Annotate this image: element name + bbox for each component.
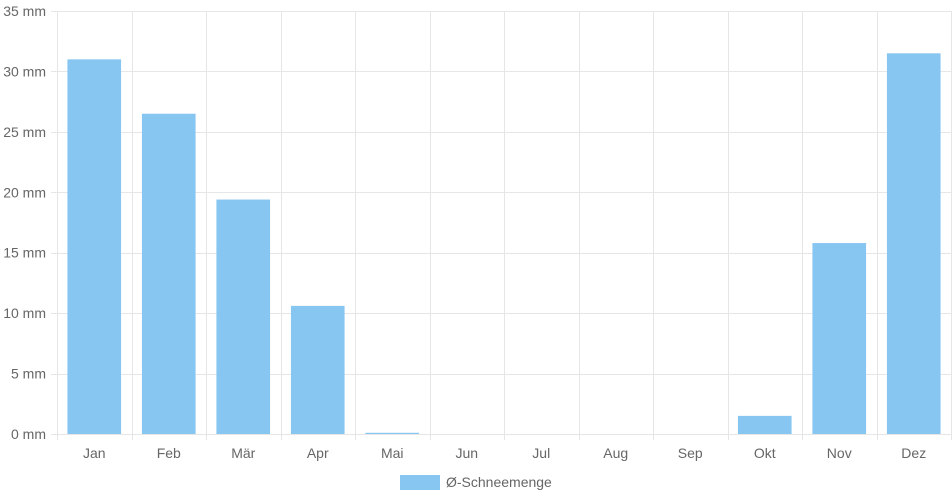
x-tick-label: Mai (381, 445, 404, 461)
y-tick-label: 25 mm (3, 124, 46, 140)
x-tick-label: Mär (231, 445, 255, 461)
x-tick-label: Jul (532, 445, 550, 461)
x-tick-label: Dez (901, 445, 926, 461)
bars (67, 53, 941, 435)
legend[interactable]: Ø-Schneemenge (400, 474, 552, 490)
grid-lines (51, 11, 952, 440)
y-tick-label: 35 mm (3, 3, 46, 19)
x-axis: Jan Feb Mär Apr Mai Jun Jul Aug Sep Okt Nov Dez (83, 445, 926, 461)
x-tick-label: Jun (455, 445, 478, 461)
bar-okt[interactable] (737, 415, 792, 434)
y-axis: 0 mm 5 mm 10 mm 15 mm 20 mm 25 mm 30 mm 35 mm (3, 3, 46, 442)
x-tick-label: Aug (603, 445, 628, 461)
bar-mai[interactable] (365, 432, 420, 434)
x-tick-label: Apr (307, 445, 329, 461)
bar-apr[interactable] (290, 305, 345, 434)
bar-mär[interactable] (216, 199, 271, 434)
x-tick-label: Sep (678, 445, 703, 461)
legend-label: Ø-Schneemenge (446, 474, 552, 490)
bar-feb[interactable] (141, 113, 196, 434)
x-tick-label: Okt (754, 445, 776, 461)
x-tick-label: Feb (157, 445, 181, 461)
bar-nov[interactable] (812, 243, 867, 434)
x-tick-label: Jan (83, 445, 106, 461)
y-tick-label: 0 mm (11, 426, 46, 442)
y-tick-label: 5 mm (11, 366, 46, 382)
legend-swatch (400, 475, 440, 490)
bar-jan[interactable] (67, 59, 122, 434)
x-tick-label: Nov (827, 445, 852, 461)
y-tick-label: 30 mm (3, 63, 46, 79)
y-tick-label: 15 mm (3, 245, 46, 261)
y-tick-label: 10 mm (3, 305, 46, 321)
bar-dez[interactable] (886, 53, 941, 435)
y-tick-label: 20 mm (3, 184, 46, 200)
